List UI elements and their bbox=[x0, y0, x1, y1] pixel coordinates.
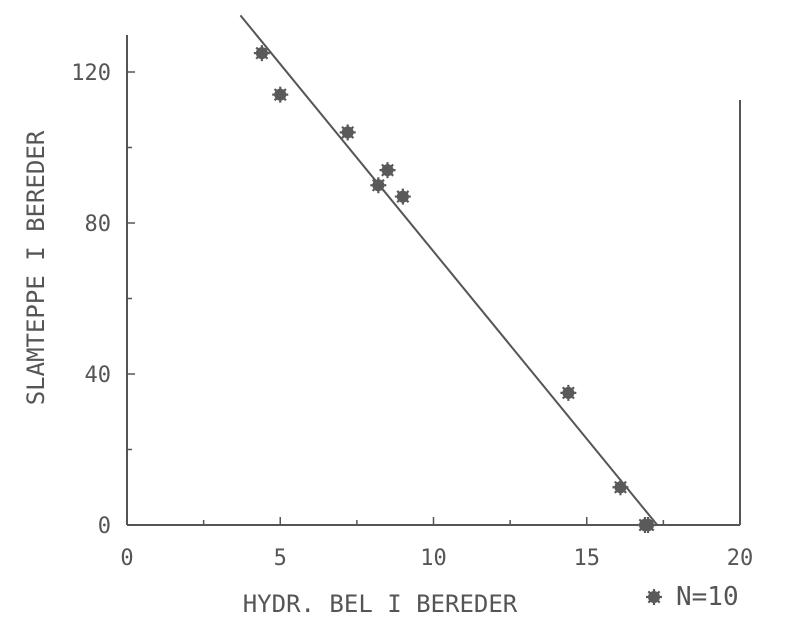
x-tick-label: 15 bbox=[574, 546, 601, 571]
y-tick-label: 80 bbox=[85, 212, 112, 237]
points-group bbox=[253, 45, 657, 533]
legend-label: N=10 bbox=[676, 582, 739, 612]
data-point bbox=[272, 86, 289, 103]
data-point bbox=[379, 162, 396, 179]
x-tick-label: 20 bbox=[727, 546, 754, 571]
legend-marker-icon bbox=[646, 589, 662, 605]
regression-line bbox=[239, 14, 659, 526]
y-axis-label: SLAMTEPPE I BEREDER bbox=[22, 130, 50, 405]
data-point bbox=[612, 479, 629, 496]
data-point bbox=[560, 384, 577, 401]
x-axis-label: HYDR. BEL I BEREDER bbox=[243, 590, 518, 618]
x-tick-label: 5 bbox=[274, 546, 287, 571]
ticks-group: 0 5 10 15 20 0 40 80 120 bbox=[71, 61, 753, 571]
data-point bbox=[394, 188, 411, 205]
data-point bbox=[640, 517, 657, 533]
x-tick-label: 10 bbox=[420, 546, 447, 571]
fit-line-group bbox=[239, 14, 659, 526]
x-tick-label: 0 bbox=[120, 546, 133, 571]
legend: N=10 bbox=[646, 582, 739, 612]
y-tick-label: 40 bbox=[85, 363, 112, 388]
y-tick-label: 0 bbox=[98, 514, 111, 539]
data-point bbox=[339, 124, 356, 141]
legend-marker bbox=[646, 589, 662, 605]
data-point bbox=[370, 177, 387, 194]
data-point bbox=[253, 45, 270, 62]
y-tick-label: 120 bbox=[71, 61, 111, 86]
